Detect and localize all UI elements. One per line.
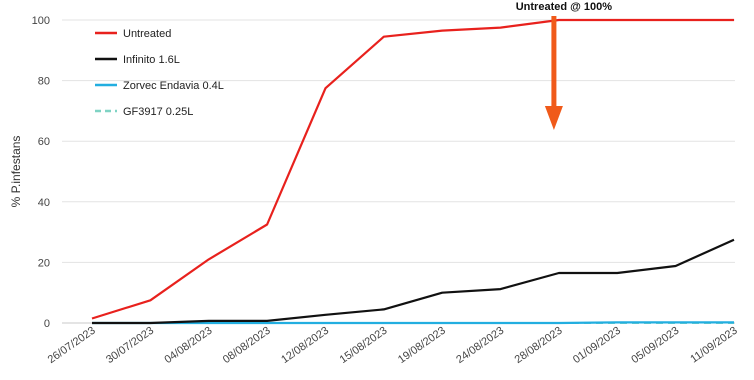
annotation-label: Untreated @ 100% (516, 1, 613, 13)
series-lines (91, 18, 735, 325)
series-line-untreated (91, 18, 734, 320)
y-tick-label: 80 (38, 76, 50, 88)
y-tick-label: 100 (32, 15, 50, 27)
x-tick-label: 08/08/2023 (221, 325, 273, 366)
x-tick-label: 19/08/2023 (396, 325, 448, 366)
x-tick-labels: 26/07/2023 30/07/2023 04/08/2023 08/08/2023… (46, 325, 740, 366)
x-tick-label: 11/09/2023 (688, 325, 739, 366)
x-tick-label: 12/08/2023 (279, 325, 331, 366)
x-tick-label: 15/08/2023 (338, 325, 390, 366)
y-tick-label: 60 (38, 136, 50, 148)
series-line-zorvec-endavia-0-4l (92, 321, 734, 325)
x-tick-label: 30/07/2023 (104, 325, 156, 366)
x-tick-label: 28/08/2023 (513, 325, 565, 366)
legend-label-gf3917-0-25l: GF3917 0.25L (123, 106, 193, 118)
series-line-infinito-1-6l (92, 238, 735, 325)
legend: Untreated Infinito 1.6L Zorvec Endavia 0.4… (95, 28, 224, 118)
y-tick-label: 0 (44, 318, 50, 330)
x-tick-label: 01/09/2023 (571, 325, 623, 366)
y-tick-label: 40 (38, 197, 50, 209)
legend-label-infinito-1-6l: Infinito 1.6L (123, 54, 180, 66)
y-tick-labels: 0 20 40 60 80 100 (32, 15, 50, 330)
annotation-arrow-head (544, 106, 563, 130)
annotation: Untreated @ 100% (516, 1, 613, 130)
legend-label-untreated: Untreated (123, 28, 171, 40)
x-tick-label: 04/08/2023 (162, 325, 214, 366)
y-axis-title: % P.infestans (9, 136, 23, 208)
x-tick-label: 24/08/2023 (454, 325, 506, 366)
y-tick-label: 20 (38, 257, 50, 269)
x-tick-label: 05/09/2023 (629, 325, 681, 366)
x-tick-label: 26/07/2023 (46, 325, 98, 366)
legend-label-zorvec-endavia-0-4l: Zorvec Endavia 0.4L (123, 80, 224, 92)
